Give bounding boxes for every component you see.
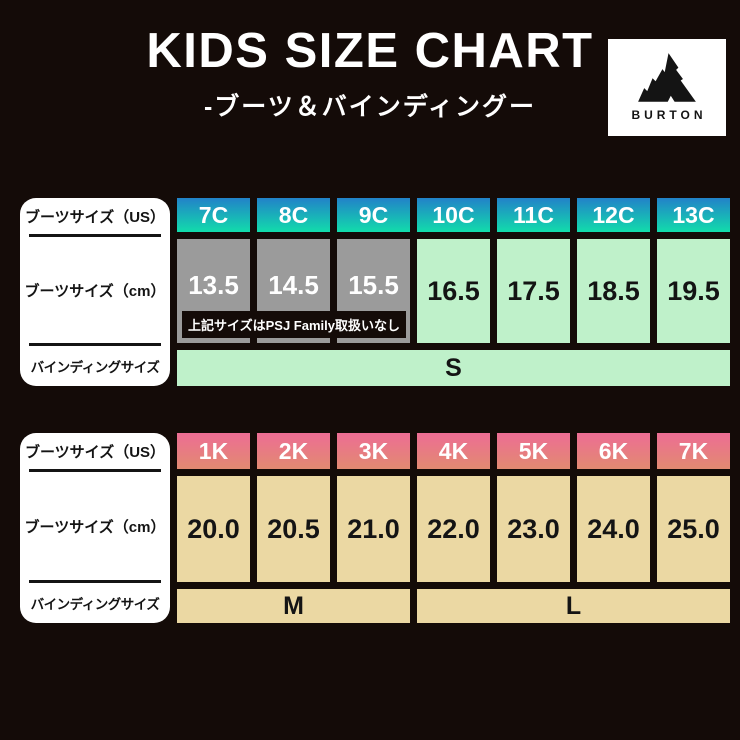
- label-boot-size-us: ブーツサイズ（US）: [25, 198, 165, 237]
- us-size-cell: 6K: [577, 433, 650, 469]
- page-title: KIDS SIZE CHART: [146, 24, 594, 78]
- availability-note: 上記サイズはPSJ Family取扱いなし: [182, 311, 406, 338]
- burton-logo: BURTON: [608, 39, 726, 136]
- label-binding-size: バインディングサイズ: [30, 597, 160, 612]
- cm-size-cell: 22.0: [417, 476, 490, 582]
- binding-size-m: M: [177, 589, 410, 623]
- us-size-cell: 12C: [577, 198, 650, 232]
- us-size-cell: 1K: [177, 433, 250, 469]
- row-labels-table1: ブーツサイズ（US） ブーツサイズ（cm） バインディングサイズ: [20, 198, 170, 386]
- cm-size-cell: 24.0: [577, 476, 650, 582]
- binding-size-l: L: [417, 589, 730, 623]
- size-table-c: ブーツサイズ（US） ブーツサイズ（cm） バインディングサイズ 7C 8C 9…: [20, 198, 730, 386]
- row-labels-table2: ブーツサイズ（US） ブーツサイズ（cm） バインディングサイズ: [20, 433, 170, 623]
- burton-logo-text: BURTON: [631, 108, 707, 122]
- label-boot-size-cm: ブーツサイズ（cm）: [25, 472, 165, 583]
- us-size-cell: 7K: [657, 433, 730, 469]
- cm-size-cell: 23.0: [497, 476, 570, 582]
- label-boot-size-cm: ブーツサイズ（cm）: [25, 237, 165, 346]
- us-size-cell: 9C: [337, 198, 410, 232]
- us-size-cell: 2K: [257, 433, 330, 469]
- cm-size-cell: 21.0: [337, 476, 410, 582]
- page-subtitle: -ブーツ＆バインディングー: [203, 93, 537, 122]
- us-size-cell: 4K: [417, 433, 490, 469]
- us-size-cell: 5K: [497, 433, 570, 469]
- us-size-cell: 11C: [497, 198, 570, 232]
- page-header: KIDS SIZE CHART -ブーツ＆バインディングー: [0, 24, 740, 123]
- size-table-k: ブーツサイズ（US） ブーツサイズ（cm） バインディングサイズ 1K 2K 3…: [20, 433, 730, 623]
- cm-size-cell: 20.0: [177, 476, 250, 582]
- us-size-cell: 8C: [257, 198, 330, 232]
- label-boot-size-us: ブーツサイズ（US）: [25, 433, 165, 472]
- us-size-cell: 13C: [657, 198, 730, 232]
- us-size-cell: 7C: [177, 198, 250, 232]
- cm-size-cell: 18.5: [577, 239, 650, 343]
- cm-size-cell: 25.0: [657, 476, 730, 582]
- mountain-icon: [638, 53, 696, 102]
- label-binding-size: バインディングサイズ: [30, 360, 160, 375]
- cm-size-cell: 20.5: [257, 476, 330, 582]
- binding-size-s: S: [177, 350, 730, 386]
- us-size-cell: 3K: [337, 433, 410, 469]
- cm-size-cell: 17.5: [497, 239, 570, 343]
- cm-size-cell: 16.5: [417, 239, 490, 343]
- us-size-cell: 10C: [417, 198, 490, 232]
- cm-size-cell: 19.5: [657, 239, 730, 343]
